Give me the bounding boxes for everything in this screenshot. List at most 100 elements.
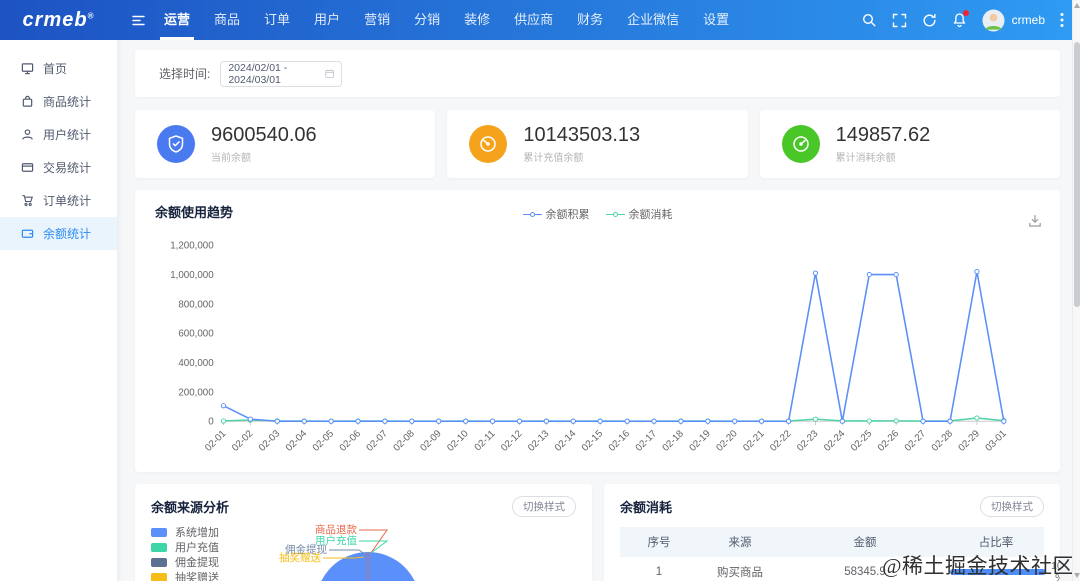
menu-fold-icon[interactable]: [131, 13, 146, 28]
col-amount: 金额: [782, 527, 948, 557]
sidebar-item-home[interactable]: 首页: [0, 52, 117, 85]
svg-text:02-11: 02-11: [473, 428, 498, 453]
svg-text:商品退款: 商品退款: [315, 523, 357, 536]
date-range-value: 2024/02/01 - 2024/03/01: [228, 61, 288, 86]
svg-text:02-17: 02-17: [634, 428, 659, 453]
svg-text:佣金提现: 佣金提现: [285, 543, 327, 556]
stat-card-total-recharge: 10143503.13 累计充值余额: [447, 110, 748, 178]
sidebar-item-user-stats[interactable]: 用户统计: [0, 118, 117, 151]
tab-marketing[interactable]: 营销: [364, 12, 391, 27]
sidebar-item-label: 首页: [43, 62, 68, 76]
trend-legend: 余额积累 余额消耗: [135, 206, 1060, 222]
tab-goods[interactable]: 商品: [214, 12, 241, 27]
svg-text:用户充值: 用户充值: [315, 534, 357, 547]
sidebar-item-label: 用户统计: [43, 128, 92, 142]
svg-text:800,000: 800,000: [178, 299, 214, 310]
svg-text:02-08: 02-08: [391, 428, 416, 453]
legend-item-accumulate[interactable]: 余额积累: [522, 206, 590, 222]
svg-text:02-02: 02-02: [230, 428, 255, 453]
col-source: 来源: [698, 527, 782, 557]
legend-item-system-add[interactable]: 系统增加: [151, 525, 261, 539]
tab-user[interactable]: 用户: [314, 12, 341, 27]
search-icon[interactable]: [861, 12, 877, 28]
consume-table: 序号 来源 金额 占比率 1 购买商品 58345.9 100 %: [620, 527, 1060, 581]
svg-text:0: 0: [208, 417, 214, 428]
svg-text:02-28: 02-28: [930, 428, 955, 453]
tab-wework[interactable]: 企业微信: [627, 12, 680, 27]
svg-text:02-07: 02-07: [365, 428, 390, 453]
svg-text:02-18: 02-18: [661, 428, 686, 453]
svg-text:02-03: 02-03: [257, 428, 282, 453]
legend-item-commission-withdraw[interactable]: 佣金提现: [151, 555, 261, 569]
svg-text:02-24: 02-24: [822, 428, 848, 454]
legend-item-user-recharge[interactable]: 用户充值: [151, 540, 261, 554]
col-ratio: 占比率: [948, 527, 1044, 557]
tab-operate[interactable]: 运营: [152, 0, 202, 40]
line-marker-icon: [605, 211, 625, 217]
svg-text:600,000: 600,000: [178, 329, 214, 340]
scroll-down-icon[interactable]: [1074, 573, 1080, 578]
cell-source: 购买商品: [698, 557, 782, 581]
tab-distribution[interactable]: 分销: [414, 12, 441, 27]
sidebar-item-balance-stats[interactable]: 余额统计: [0, 217, 117, 250]
date-range-input[interactable]: 2024/02/01 - 2024/03/01: [220, 60, 343, 87]
stat-label: 累计消耗余额: [835, 153, 896, 164]
sidebar-item-goods-stats[interactable]: 商品统计: [0, 85, 117, 118]
sidebar-item-label: 订单统计: [43, 194, 92, 208]
stat-label: 当前余额: [211, 153, 251, 164]
svg-text:02-22: 02-22: [768, 428, 793, 453]
sidebar: 首页 商品统计 用户统计 交易统计 订单统计 余额统计: [0, 40, 117, 581]
sidebar-item-trade-stats[interactable]: 交易统计: [0, 151, 117, 184]
sidebar-item-label: 交易统计: [43, 161, 92, 175]
notification-badge: [962, 10, 969, 16]
more-icon[interactable]: [1060, 12, 1064, 28]
stat-card-total-consume: 149857.62 累计消耗余额: [759, 110, 1060, 178]
legend-item-consume[interactable]: 余额消耗: [605, 206, 673, 222]
sidebar-item-order-stats[interactable]: 订单统计: [0, 184, 117, 217]
toggle-style-button[interactable]: 切换样式: [512, 496, 576, 517]
scrollbar-thumb[interactable]: [1074, 42, 1080, 307]
fullscreen-icon[interactable]: [892, 13, 907, 28]
gauge-icon: [469, 125, 508, 163]
tab-decoration[interactable]: 装修: [464, 12, 491, 27]
svg-text:02-16: 02-16: [607, 428, 632, 453]
tab-settings[interactable]: 设置: [703, 12, 730, 27]
page-scrollbar[interactable]: [1072, 0, 1080, 581]
trend-title: 余额使用趋势: [155, 205, 234, 220]
svg-text:02-27: 02-27: [903, 428, 928, 453]
home-icon: [21, 63, 34, 75]
svg-text:抽奖赠送: 抽奖赠送: [279, 551, 321, 564]
svg-text:02-12: 02-12: [499, 428, 524, 453]
download-icon[interactable]: [1028, 214, 1042, 233]
svg-text:02-20: 02-20: [714, 428, 740, 454]
tab-order[interactable]: 订单: [264, 12, 291, 27]
balance-trend-chart[interactable]: 0 200,000 400,000 600,000 800,000 1,000,000 1,…: [155, 227, 1040, 461]
user-menu[interactable]: crmeb: [982, 8, 1045, 32]
sidebar-item-label: 商品统计: [43, 95, 92, 109]
svg-text:02-29: 02-29: [957, 428, 982, 453]
svg-text:02-13: 02-13: [526, 428, 551, 453]
order-icon: [22, 195, 34, 207]
bell-icon[interactable]: [952, 10, 969, 28]
cell-amount: 58345.9: [782, 557, 948, 581]
avatar: [982, 8, 1005, 32]
table-row[interactable]: 1 购买商品 58345.9 100 %: [620, 557, 1060, 581]
username-label: crmeb: [1011, 13, 1045, 27]
scroll-up-icon[interactable]: [1074, 3, 1080, 8]
refresh-icon[interactable]: [922, 13, 937, 28]
stat-label: 累计充值余额: [523, 153, 584, 164]
tab-finance[interactable]: 财务: [577, 12, 604, 27]
svg-text:02-05: 02-05: [311, 428, 337, 454]
balance-trend-panel: 余额使用趋势 余额积累 余额消耗 0 200,000 400,000 600,000 8…: [135, 190, 1060, 472]
svg-text:200,000: 200,000: [178, 387, 214, 398]
toggle-style-button[interactable]: 切换样式: [980, 496, 1044, 517]
svg-text:02-09: 02-09: [418, 428, 443, 453]
cell-no: 1: [620, 557, 698, 581]
line-marker-icon: [522, 211, 542, 217]
legend-item-lottery-gift[interactable]: 抽奖赠送: [151, 570, 261, 581]
svg-text:02-14: 02-14: [553, 428, 579, 454]
svg-text:02-26: 02-26: [876, 428, 901, 453]
tab-supplier[interactable]: 供应商: [514, 12, 554, 27]
app-logo[interactable]: crmeb®: [22, 8, 95, 31]
